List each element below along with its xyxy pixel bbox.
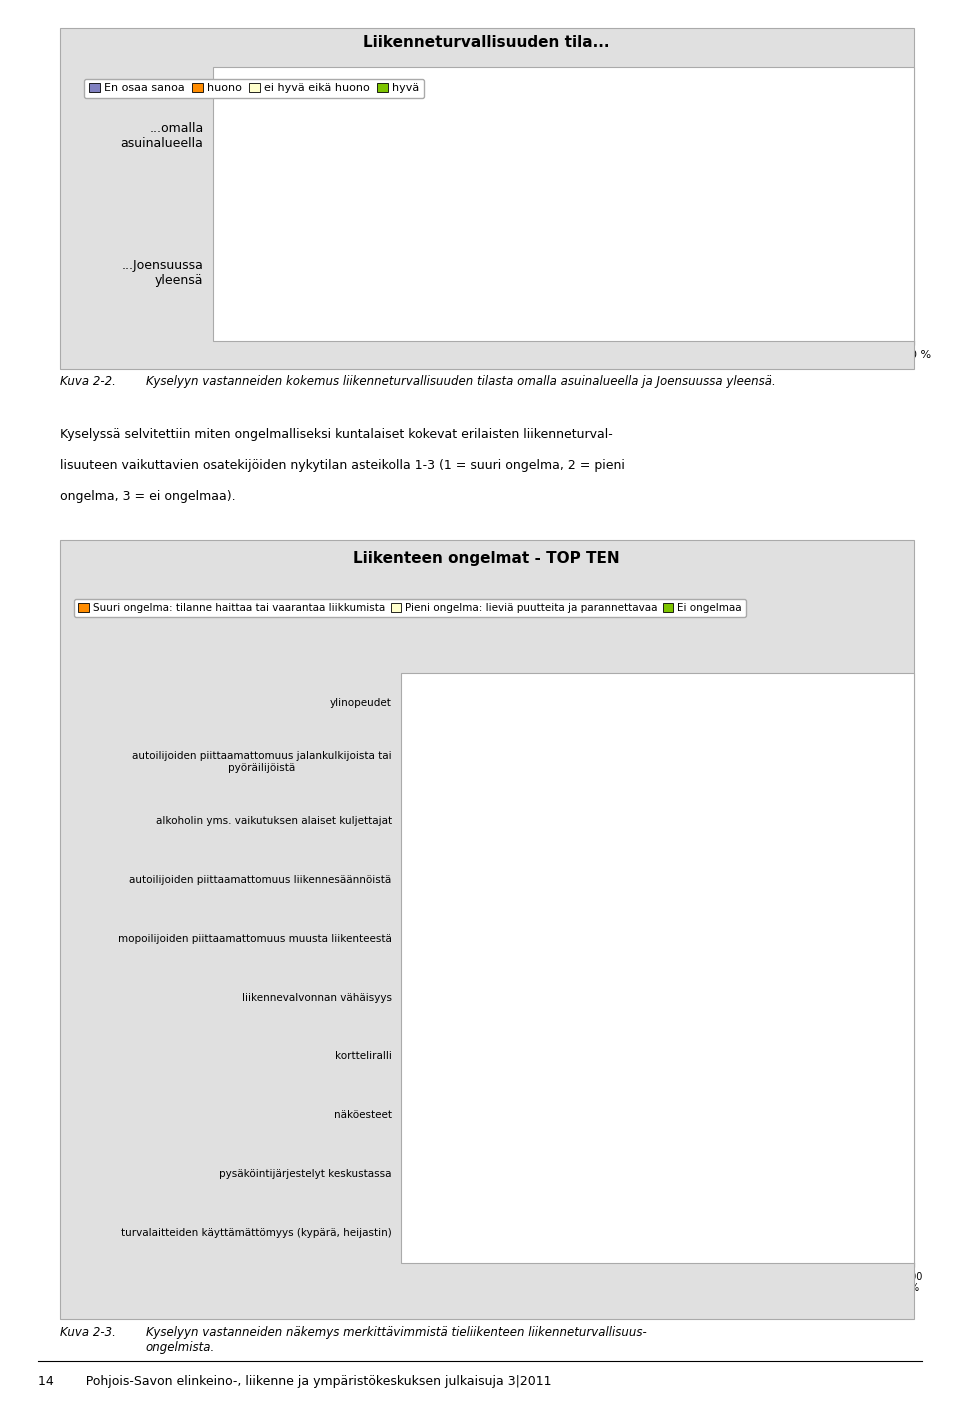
Text: autoilijoiden piittaamattomuus liikennesäännöistä: autoilijoiden piittaamattomuus liikennes… bbox=[130, 874, 392, 885]
Text: 4: 4 bbox=[223, 265, 232, 279]
Legend: Suuri ongelma: tilanne haittaa tai vaarantaa liikkumista, Pieni ongelma: lieviä : Suuri ongelma: tilanne haittaa tai vaara… bbox=[74, 599, 746, 617]
Bar bbox=[642, 685, 863, 721]
Text: 39 %: 39 % bbox=[651, 1051, 680, 1062]
Text: kortteliralli: kortteliralli bbox=[335, 1051, 392, 1062]
Text: alkoholin yms. vaikutuksen alaiset kuljettajat: alkoholin yms. vaikutuksen alaiset kulje… bbox=[156, 815, 392, 826]
Bar bbox=[213, 98, 339, 174]
Text: 14        Pohjois-Savon elinkeino-, liikenne ja ympäristökeskuksen julkaisuja 3|: 14 Pohjois-Savon elinkeino-, liikenne ja… bbox=[38, 1375, 552, 1388]
Text: 34 %: 34 % bbox=[474, 992, 503, 1003]
Text: 45 %: 45 % bbox=[502, 815, 531, 826]
Text: 30: 30 bbox=[785, 129, 804, 143]
Text: Kuva 2-3.: Kuva 2-3. bbox=[60, 1326, 115, 1338]
Text: Kuva 2-2.: Kuva 2-2. bbox=[60, 375, 115, 387]
Bar bbox=[842, 920, 914, 957]
Text: 13 %: 13 % bbox=[866, 1110, 895, 1121]
Bar bbox=[213, 234, 241, 310]
Text: mopoilijoiden piittaamattomuus muusta liikenteestä: mopoilijoiden piittaamattomuus muusta li… bbox=[118, 933, 392, 944]
Bar bbox=[632, 803, 837, 839]
Legend: En osaa sanoa, huono, ei hyvä eikä huono, hyvä: En osaa sanoa, huono, ei hyvä eikä huono… bbox=[84, 79, 424, 98]
Bar bbox=[401, 861, 596, 898]
Text: 38 %: 38 % bbox=[485, 874, 513, 885]
Bar bbox=[823, 234, 914, 310]
Bar bbox=[241, 234, 368, 310]
Bar bbox=[401, 744, 632, 780]
Bar bbox=[765, 1038, 914, 1075]
Text: Kyselyssä selvitettiin miten ongelmalliseksi kuntalaiset kokevat erilaisten liik: Kyselyssä selvitettiin miten ongelmallis… bbox=[60, 428, 612, 441]
Bar bbox=[339, 98, 689, 174]
Text: 47 %: 47 % bbox=[507, 697, 537, 709]
Text: autoilijoiden piittaamattomuus jalankulkijoista tai
pyöräilijöistä: autoilijoiden piittaamattomuus jalankulk… bbox=[132, 751, 392, 773]
Text: Kyselyyn vastanneiden näkemys merkittävimmistä tieliikenteen liikenneturvallisuu: Kyselyyn vastanneiden näkemys merkittävi… bbox=[146, 1326, 647, 1354]
Text: 42 %: 42 % bbox=[669, 992, 698, 1003]
Bar bbox=[401, 979, 576, 1016]
Text: 65: 65 bbox=[586, 265, 605, 279]
Bar bbox=[857, 744, 914, 780]
Text: ylinopeudet: ylinopeudet bbox=[330, 697, 392, 709]
Bar bbox=[689, 98, 900, 174]
Text: 18: 18 bbox=[295, 265, 314, 279]
Bar bbox=[576, 979, 791, 1016]
Text: 40 %: 40 % bbox=[720, 815, 749, 826]
Text: 40 %: 40 % bbox=[633, 1169, 661, 1180]
Bar bbox=[632, 744, 857, 780]
Text: pysäköintijärjestelyt keskustassa: pysäköintijärjestelyt keskustassa bbox=[219, 1169, 392, 1180]
Bar bbox=[791, 979, 914, 1016]
Text: 9 %: 9 % bbox=[880, 874, 901, 885]
Text: 28 %: 28 % bbox=[459, 1169, 488, 1180]
Bar bbox=[401, 1097, 550, 1134]
Text: ...Joensuussa
yleensä: ...Joensuussa yleensä bbox=[122, 258, 204, 286]
Text: 13: 13 bbox=[858, 265, 878, 279]
Bar bbox=[565, 1038, 765, 1075]
Text: Kyselyyn vastanneiden kokemus liikenneturvallisuuden tilasta omalla asuinalueell: Kyselyyn vastanneiden kokemus liikennetu… bbox=[146, 375, 776, 387]
Text: 38 %: 38 % bbox=[485, 933, 513, 944]
Bar bbox=[550, 1097, 848, 1134]
Bar bbox=[535, 1215, 848, 1251]
Bar bbox=[596, 861, 868, 898]
Text: 29 %: 29 % bbox=[462, 1110, 490, 1121]
Text: 32 %: 32 % bbox=[818, 1169, 846, 1180]
Bar bbox=[401, 685, 642, 721]
Text: 53 %: 53 % bbox=[718, 874, 746, 885]
Text: 15 %: 15 % bbox=[861, 815, 890, 826]
Text: 10 %: 10 % bbox=[874, 697, 902, 709]
Bar bbox=[837, 803, 914, 839]
Bar bbox=[868, 861, 914, 898]
Text: ...omalla
asuinalueella: ...omalla asuinalueella bbox=[121, 122, 204, 150]
Bar bbox=[401, 1215, 535, 1251]
Text: 29 %: 29 % bbox=[826, 1051, 853, 1062]
Text: ongelma, 3 = ei ongelmaa).: ongelma, 3 = ei ongelmaa). bbox=[60, 490, 235, 502]
Text: 24 %: 24 % bbox=[838, 992, 867, 1003]
Bar bbox=[401, 1038, 565, 1075]
Text: turvalaitteiden käyttämättömyys (kypärä, heijastin): turvalaitteiden käyttämättömyys (kypärä,… bbox=[121, 1228, 392, 1239]
Text: näköesteet: näköesteet bbox=[334, 1110, 392, 1121]
Bar bbox=[545, 1156, 750, 1193]
Bar bbox=[368, 234, 823, 310]
Text: Liikenneturvallisuuden tila...: Liikenneturvallisuuden tila... bbox=[364, 35, 610, 51]
Text: 11 %: 11 % bbox=[872, 756, 900, 767]
Bar bbox=[863, 685, 914, 721]
Bar bbox=[848, 1215, 919, 1251]
Text: 32 %: 32 % bbox=[469, 1051, 497, 1062]
Text: 45 %: 45 % bbox=[502, 756, 531, 767]
Text: 50: 50 bbox=[505, 129, 524, 143]
Text: Liikenteen ongelmat - TOP TEN: Liikenteen ongelmat - TOP TEN bbox=[353, 551, 620, 567]
Text: 43 %: 43 % bbox=[738, 697, 767, 709]
Bar bbox=[750, 1156, 914, 1193]
Text: 14 %: 14 % bbox=[864, 933, 893, 944]
Text: liikennevalvonnan vähäisyys: liikennevalvonnan vähäisyys bbox=[242, 992, 392, 1003]
Bar bbox=[401, 803, 632, 839]
Bar bbox=[596, 920, 842, 957]
Text: 48 %: 48 % bbox=[705, 933, 733, 944]
Text: 26 %: 26 % bbox=[454, 1228, 482, 1239]
Text: 18: 18 bbox=[267, 129, 286, 143]
Text: 44 %: 44 % bbox=[731, 756, 759, 767]
Text: 14 %: 14 % bbox=[869, 1228, 898, 1239]
Bar bbox=[848, 1097, 914, 1134]
Text: lisuuteen vaikuttavien osatekijöiden nykytilan asteikolla 1-3 (1 = suuri ongelma: lisuuteen vaikuttavien osatekijöiden nyk… bbox=[60, 459, 624, 471]
Text: 61 %: 61 % bbox=[677, 1228, 706, 1239]
Text: 58 %: 58 % bbox=[684, 1110, 713, 1121]
Bar bbox=[401, 1156, 545, 1193]
Bar bbox=[401, 920, 596, 957]
